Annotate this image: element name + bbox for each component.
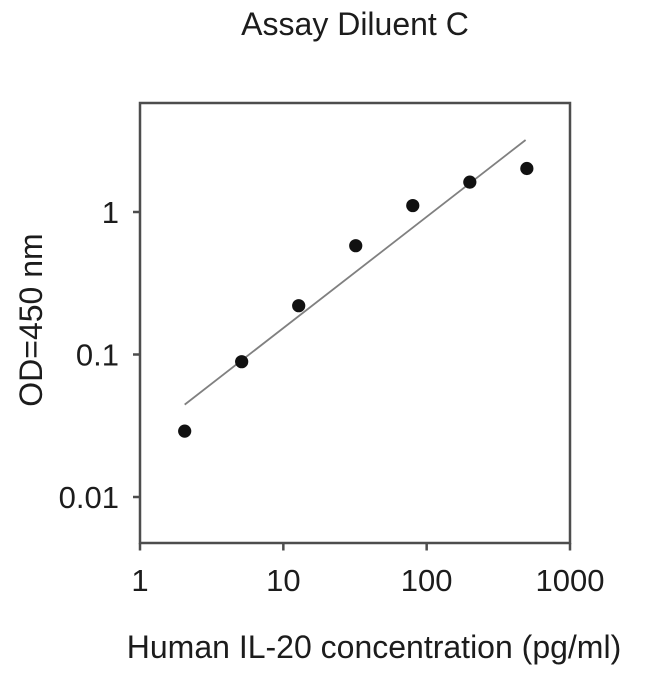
chart-title: Assay Diluent C [241, 6, 469, 42]
data-point [520, 161, 534, 176]
data-point [349, 239, 363, 253]
y-tick-label: 1 [102, 195, 119, 230]
data-point [235, 355, 249, 369]
data-point [178, 424, 192, 438]
plot-frame [138, 101, 572, 545]
x-tick-label: 1 [131, 563, 148, 598]
x-tick-label: 10 [266, 563, 300, 598]
data-point [406, 198, 420, 213]
y-tick-label: 0.01 [59, 480, 119, 515]
x-tick-label: 1000 [536, 563, 605, 598]
x-axis-title: Human IL-20 concentration (pg/ml) [126, 629, 622, 665]
data-point [292, 299, 306, 313]
y-tick-label: 0.1 [76, 338, 119, 373]
data-point [463, 175, 477, 189]
x-tick-label: 100 [401, 563, 453, 598]
